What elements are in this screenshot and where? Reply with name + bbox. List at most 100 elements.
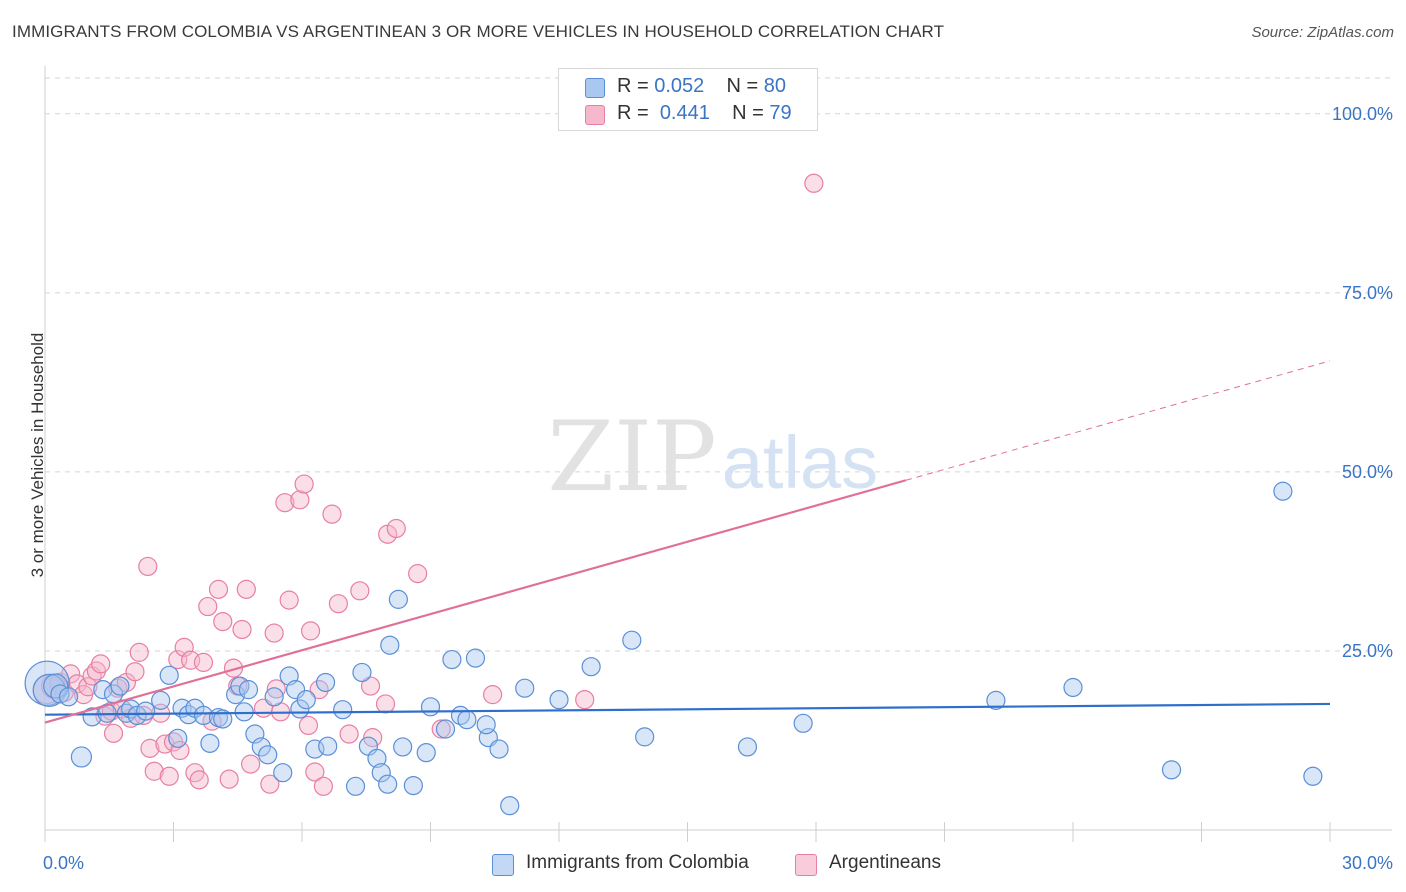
argentineans-point (264, 623, 284, 643)
argentineans-point (408, 564, 428, 584)
argentineans-point (241, 754, 261, 774)
argentineans-point (431, 719, 451, 739)
n-label: N = (726, 75, 759, 97)
argentineans-point (170, 740, 190, 761)
colombia-point (24, 660, 70, 706)
source-label: Source: ZipAtlas.com (1251, 24, 1394, 41)
legend-swatch-pink (795, 854, 817, 876)
argentineans-point (313, 776, 334, 796)
colombia-point (388, 589, 408, 609)
watermark-zip: ZIP (547, 401, 716, 513)
legend-label-colombia: Immigrants from Colombia (526, 852, 749, 873)
colombia-point (315, 672, 336, 693)
colombia-point (258, 745, 278, 765)
argentineans-point (223, 658, 244, 678)
argentineans-point (213, 611, 233, 632)
watermark-atlas: atlas (722, 421, 878, 504)
y-tick-label: 50.0% (1342, 462, 1393, 482)
argentineans-point (305, 762, 325, 782)
colombia-point (549, 690, 569, 710)
y-axis-label: 3 or more Vehicles in Household (28, 332, 47, 578)
argentineans-point (189, 770, 209, 790)
colombia-point (251, 737, 271, 757)
colombia-point (622, 630, 642, 650)
colombia-point (285, 680, 306, 700)
colombia-point (457, 710, 477, 730)
colombia-point (234, 702, 254, 722)
colombia-point (442, 649, 462, 670)
argentineans-point (386, 518, 406, 539)
correlation-legend: R = 0.052 N = 80 R = 0.441 N = 79 (558, 68, 818, 131)
colombia-point (296, 690, 316, 710)
r-value: 0.441 (659, 102, 710, 124)
colombia-point (986, 690, 1006, 710)
argentineans-trend-line (44, 479, 907, 724)
n-label: N = (732, 102, 764, 124)
colombia-point (500, 796, 520, 816)
colombia-point (264, 687, 284, 707)
colombia-point (793, 713, 813, 733)
colombia-point (352, 662, 372, 683)
colombia-point (465, 648, 486, 668)
argentineans-point (360, 676, 381, 696)
argentineans-point (275, 493, 295, 513)
colombia-point (515, 678, 535, 698)
colombia-point (393, 737, 413, 757)
argentineans-point (129, 642, 149, 662)
colombia-point (273, 763, 293, 783)
argentineans-point (328, 594, 349, 614)
colombia-point (226, 685, 246, 705)
colombia-point (1273, 481, 1293, 501)
argentineans-point (298, 715, 319, 736)
argentineans-trend-extension (905, 360, 1331, 481)
argentineans-point (198, 596, 218, 617)
colombia-point (318, 736, 338, 756)
colombia-point (58, 687, 79, 707)
colombia-point (380, 635, 400, 655)
argentineans-point (208, 579, 229, 599)
colombia-point (193, 705, 214, 726)
argentineans-point (91, 654, 111, 674)
argentineans-point (804, 173, 824, 193)
trend-lines (44, 360, 1331, 724)
colombia-point (136, 701, 156, 721)
argentineans-point (219, 769, 239, 789)
legend-swatch-pink (585, 105, 605, 125)
colombia-point (581, 657, 601, 677)
colombia-point (367, 748, 387, 768)
legend-swatch-blue (492, 854, 514, 876)
colombia-points (24, 481, 1323, 816)
y-tick-label: 75.0% (1342, 283, 1393, 303)
argentineans-point (294, 474, 314, 494)
colombia-point (476, 715, 496, 735)
argentineans-point (159, 766, 179, 786)
x-tick-label: 0.0% (43, 853, 84, 873)
argentineans-point (78, 677, 98, 697)
watermark: ZIP atlas (547, 401, 878, 513)
colombia-point (420, 697, 441, 717)
argentineans-point (300, 621, 321, 641)
argentineans-points (32, 173, 824, 796)
argentineans-point (363, 728, 383, 748)
colombia-point (737, 737, 758, 757)
colombia-point (159, 665, 179, 685)
colombia-point (238, 680, 259, 700)
n-value: 80 (763, 75, 787, 97)
argentineans-point (61, 664, 81, 684)
argentineans-point (138, 556, 158, 577)
colombia-point (82, 707, 102, 727)
legend-label-argentineans: Argentineans (829, 852, 941, 873)
argentineans-point (103, 723, 124, 743)
argentineans-point (375, 694, 396, 714)
colombia-point (371, 763, 391, 783)
chart-title: IMMIGRANTS FROM COLOMBIA VS ARGENTINEAN … (12, 22, 945, 41)
colombia-point (200, 733, 220, 753)
colombia-point (435, 719, 456, 739)
argentineans-point (232, 619, 252, 640)
argentineans-point (575, 690, 595, 710)
argentineans-point (236, 579, 256, 599)
r-label: R = (617, 75, 649, 97)
colombia-point (1063, 677, 1083, 698)
y-tick-label: 25.0% (1342, 641, 1393, 661)
